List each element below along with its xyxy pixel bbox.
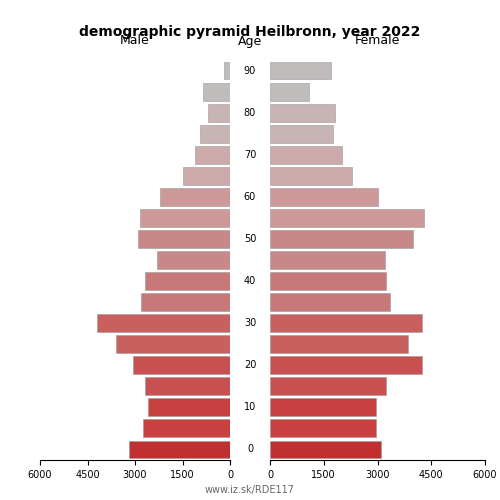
Text: 40: 40	[244, 276, 256, 286]
Bar	[97, 314, 230, 332]
Bar	[148, 398, 230, 416]
Bar	[270, 124, 332, 142]
Text: Age: Age	[238, 34, 262, 48]
Bar	[160, 188, 230, 206]
Bar	[270, 104, 334, 122]
Bar	[270, 251, 384, 269]
Text: demographic pyramid Heilbronn, year 2022: demographic pyramid Heilbronn, year 2022	[80, 25, 420, 39]
Bar	[270, 62, 331, 80]
Text: 90: 90	[244, 66, 256, 76]
Bar	[270, 378, 386, 396]
Bar	[270, 209, 424, 227]
Bar	[144, 378, 230, 396]
Bar	[224, 62, 230, 80]
Bar	[270, 293, 390, 311]
Text: 30: 30	[244, 318, 256, 328]
Text: Female: Female	[355, 34, 400, 48]
Bar	[203, 82, 230, 100]
Bar	[138, 230, 230, 248]
Bar	[270, 420, 376, 438]
Text: 50: 50	[244, 234, 256, 244]
Text: 60: 60	[244, 192, 256, 202]
Bar	[270, 440, 381, 458]
Bar	[270, 314, 422, 332]
Bar	[144, 272, 230, 290]
Bar	[128, 440, 230, 458]
Bar	[270, 82, 310, 100]
Bar	[270, 272, 386, 290]
Text: 0: 0	[247, 444, 253, 454]
Bar	[208, 104, 230, 122]
Bar	[270, 230, 414, 248]
Bar	[142, 293, 230, 311]
Text: 70: 70	[244, 150, 256, 160]
Bar	[140, 209, 230, 227]
Text: 80: 80	[244, 108, 256, 118]
Bar	[270, 146, 342, 164]
Text: www.iz.sk/RDE117: www.iz.sk/RDE117	[205, 485, 295, 495]
Bar	[270, 356, 422, 374]
Bar	[157, 251, 230, 269]
Bar	[134, 356, 230, 374]
Bar	[270, 188, 378, 206]
Text: 10: 10	[244, 402, 256, 412]
Bar	[143, 420, 230, 438]
Text: Male: Male	[120, 34, 150, 48]
Bar	[270, 398, 376, 416]
Bar	[270, 336, 408, 353]
Bar	[270, 167, 352, 184]
Bar	[200, 124, 230, 142]
Bar	[182, 167, 230, 184]
Bar	[116, 336, 230, 353]
Text: 20: 20	[244, 360, 256, 370]
Bar	[195, 146, 230, 164]
